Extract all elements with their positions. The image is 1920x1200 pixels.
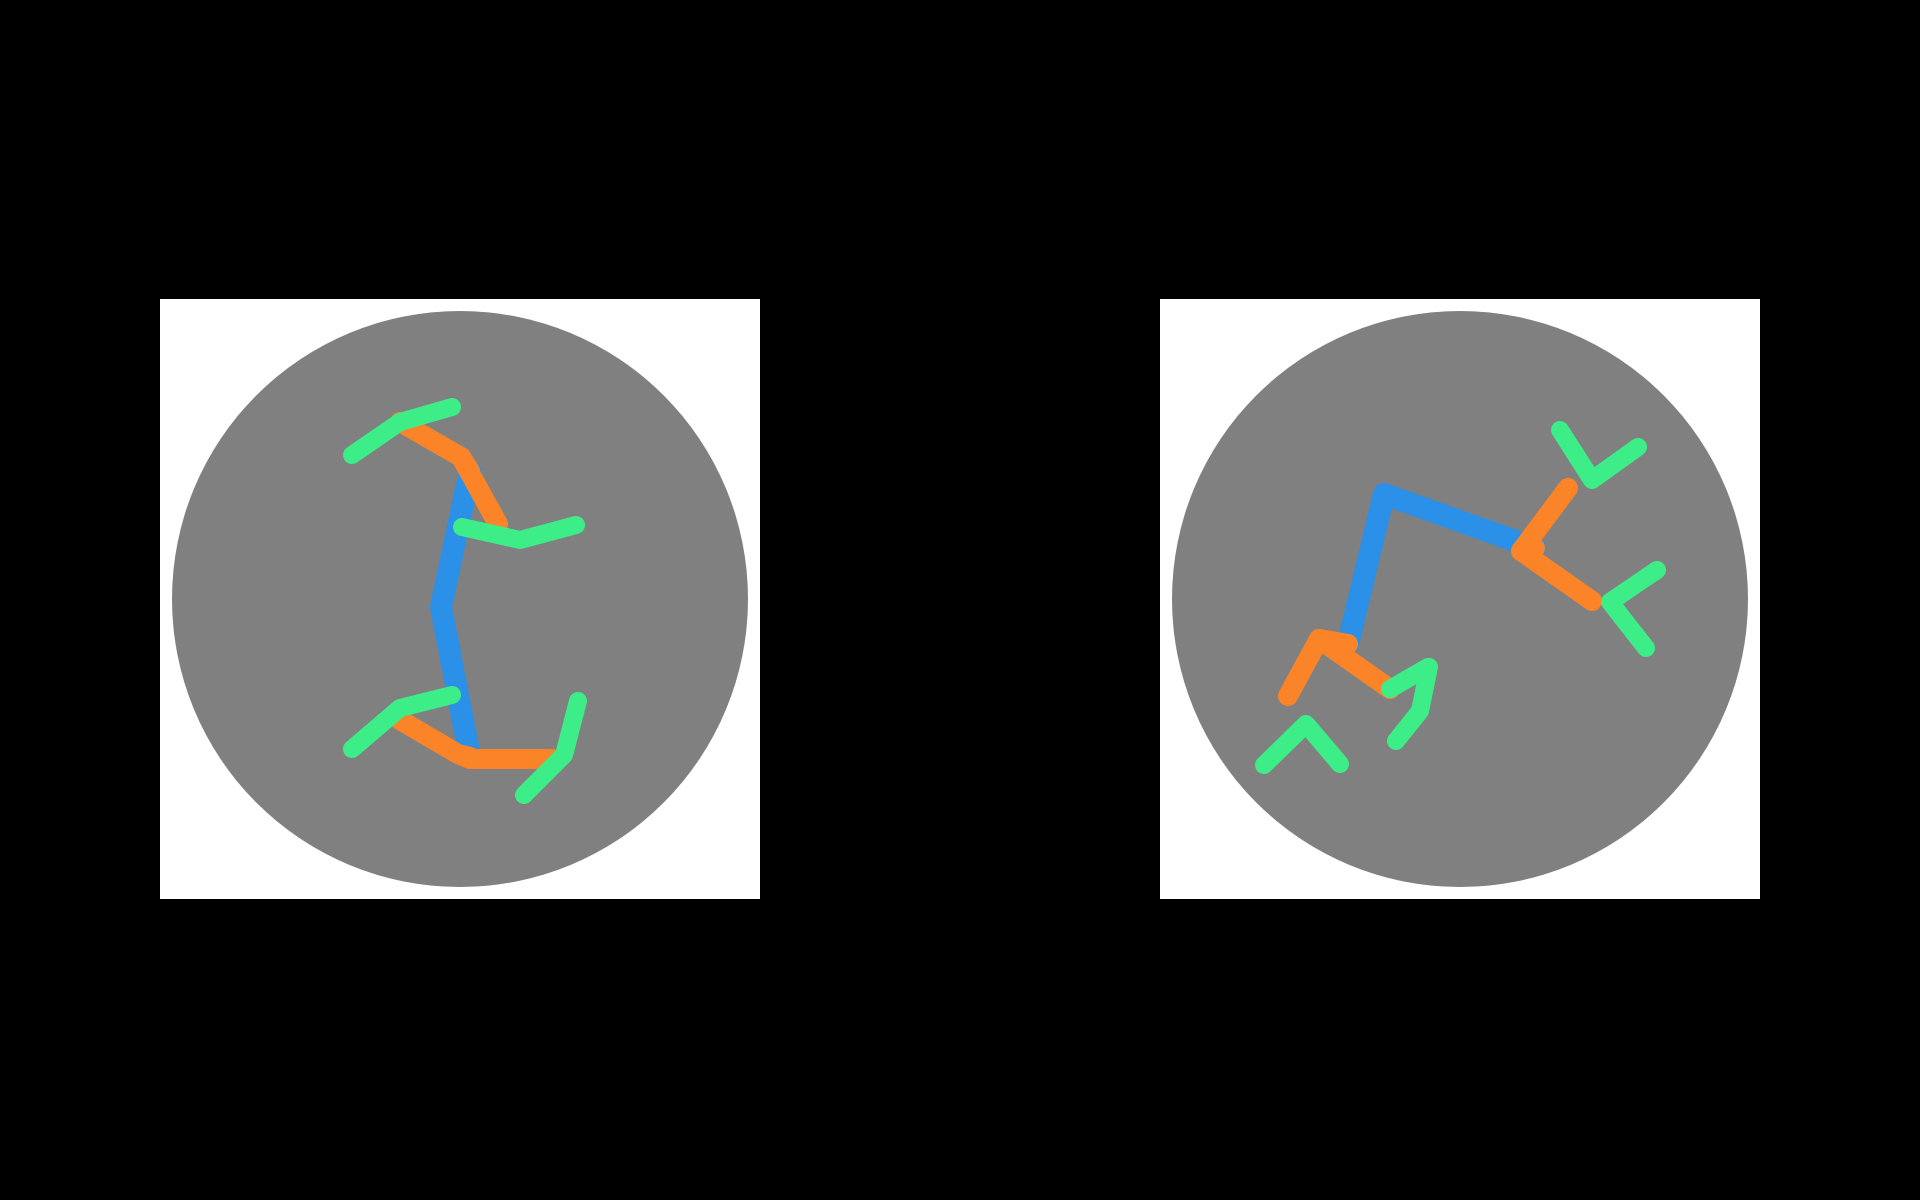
twig-segment xyxy=(1387,658,1438,750)
disc xyxy=(172,311,748,887)
twig-segment xyxy=(343,686,461,758)
twig-segment xyxy=(1255,715,1349,774)
trunk-segment xyxy=(1337,483,1546,655)
twig-segment xyxy=(515,692,587,804)
branch-segment xyxy=(448,744,562,769)
right-figure-panel xyxy=(1160,299,1760,899)
twig-segment xyxy=(1551,421,1647,489)
disc xyxy=(1172,311,1748,887)
left-figure xyxy=(172,311,748,887)
left-figure-panel xyxy=(160,299,760,899)
trunk-segment xyxy=(430,460,481,768)
branch-segment xyxy=(451,447,508,534)
branch-segment xyxy=(1309,629,1400,699)
twig-segment xyxy=(343,398,461,464)
branch-segment xyxy=(1511,478,1578,561)
twig-segment xyxy=(1381,658,1437,698)
twig-segment xyxy=(1601,561,1666,657)
twig-segment xyxy=(453,516,585,549)
right-figure xyxy=(1172,311,1748,887)
